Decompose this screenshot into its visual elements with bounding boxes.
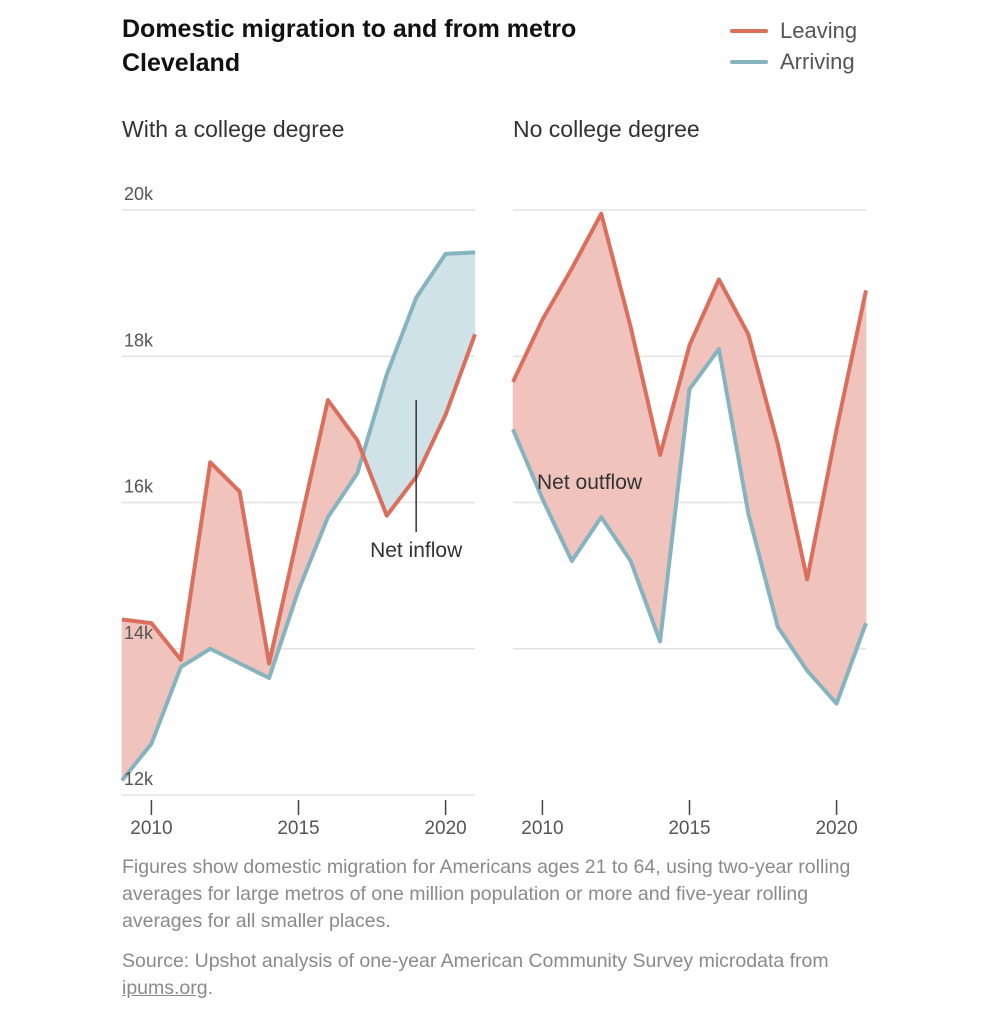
area-segment: [209, 461, 240, 664]
legend-swatch-leaving: [730, 28, 768, 33]
chart-source: Source: Upshot analysis of one-year Amer…: [122, 948, 882, 1002]
y-tick-label: 20k: [124, 184, 154, 204]
x-tick-label: 2010: [521, 818, 563, 839]
legend-swatch-arriving: [730, 59, 768, 64]
y-tick-label: 12k: [124, 769, 154, 789]
area-segment: [748, 334, 779, 627]
x-tick-label: 2015: [668, 818, 710, 839]
source-suffix: .: [207, 977, 214, 999]
area-segment: [121, 619, 152, 782]
y-tick-label: 14k: [124, 623, 154, 643]
x-tick-label: 2020: [424, 818, 466, 839]
chart-title: Domestic migration to and from metro Cle…: [122, 15, 577, 77]
migration-chart: With a college degree 12k 14k 16k 18k 20k 2010…: [120, 116, 868, 839]
panel-title-0: With a college degree: [122, 116, 344, 142]
source-link[interactable]: ipums.org: [122, 977, 208, 999]
annotation-net-outflow: Net outflow: [537, 471, 643, 494]
series-line-arriving: [120, 250, 476, 782]
legend-item-arriving: Arriving: [730, 46, 857, 77]
x-tick-label: 2015: [277, 818, 319, 839]
area-segment: [571, 213, 602, 562]
legend-label-leaving: Leaving: [780, 17, 858, 43]
y-tick-label: 16k: [124, 477, 154, 497]
series-line-arriving: [511, 346, 868, 706]
legend-item-leaving: Leaving: [730, 15, 857, 46]
legend-label-arriving: Arriving: [780, 48, 855, 74]
annotation-net-inflow: Net inflow: [370, 539, 463, 562]
x-tick-label: 2020: [815, 818, 857, 839]
legend: Leaving Arriving: [730, 15, 857, 77]
source-prefix: Source: Upshot analysis of one-year Amer…: [122, 950, 829, 972]
panel-title-1: No college degree: [513, 116, 700, 142]
y-tick-label: 18k: [124, 330, 154, 350]
area-segment: [445, 252, 476, 415]
x-tick-label: 2010: [130, 818, 172, 839]
chart-note: Figures show domestic migration for Amer…: [122, 856, 851, 932]
series-line-leaving: [511, 211, 868, 582]
